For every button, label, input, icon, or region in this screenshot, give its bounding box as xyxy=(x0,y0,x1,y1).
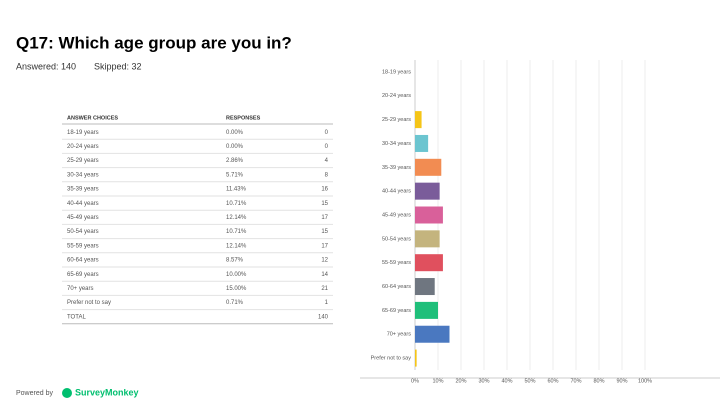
total-label: TOTAL xyxy=(67,314,86,320)
title: Q17: Which age group are you in? xyxy=(16,33,292,52)
bar xyxy=(415,349,417,367)
percent: 0.71% xyxy=(226,300,244,306)
x-tick-label: 20% xyxy=(455,378,466,384)
bar xyxy=(415,111,422,129)
x-tick-label: 50% xyxy=(524,378,535,384)
choice: 55-59 years xyxy=(67,243,99,249)
bar xyxy=(415,254,443,272)
percent: 12.14% xyxy=(226,243,247,249)
choice: 60-64 years xyxy=(67,258,99,264)
percent: 8.57% xyxy=(226,258,244,264)
y-tick-label: 45-49 years xyxy=(382,212,411,218)
x-tick-label: 40% xyxy=(501,378,512,384)
count: 8 xyxy=(325,172,329,178)
count: 16 xyxy=(321,187,328,193)
count: 0 xyxy=(325,144,329,150)
count: 17 xyxy=(321,215,328,221)
count: 15 xyxy=(321,201,328,207)
choice: 30-34 years xyxy=(67,172,99,178)
choice: 18-19 years xyxy=(67,130,99,136)
count: 1 xyxy=(325,300,329,306)
choice: 65-69 years xyxy=(67,272,99,278)
bar xyxy=(415,206,443,224)
column-header: RESPONSES xyxy=(226,115,261,121)
percent: 2.86% xyxy=(226,158,244,164)
x-tick-label: 100% xyxy=(638,378,652,384)
choice: 70+ years xyxy=(67,286,94,292)
percent: 10.71% xyxy=(226,229,247,235)
count: 14 xyxy=(321,272,328,278)
y-tick-label: 65-69 years xyxy=(382,308,411,314)
x-tick-label: 90% xyxy=(616,378,627,384)
bar xyxy=(415,158,442,176)
y-tick-label: 18-19 years xyxy=(382,69,411,75)
choice: 20-24 years xyxy=(67,144,99,150)
powered-by: Powered by xyxy=(16,390,53,397)
answered: Answered: 140 xyxy=(16,61,76,71)
bar xyxy=(415,301,438,319)
bar xyxy=(415,134,429,152)
choice: 40-44 years xyxy=(67,201,99,207)
count: 21 xyxy=(321,286,328,292)
x-tick-label: 70% xyxy=(570,378,581,384)
column-header: ANSWER CHOICES xyxy=(67,115,118,121)
count: 17 xyxy=(321,243,328,249)
x-tick-label: 10% xyxy=(432,378,443,384)
percent: 5.71% xyxy=(226,172,244,178)
percent: 10.00% xyxy=(226,272,247,278)
y-tick-label: 70+ years xyxy=(387,332,412,338)
x-tick-label: 80% xyxy=(593,378,604,384)
count: 0 xyxy=(325,130,329,136)
y-tick-label: 40-44 years xyxy=(382,189,411,195)
count: 4 xyxy=(325,158,329,164)
choice: 45-49 years xyxy=(67,215,99,221)
count: 12 xyxy=(321,258,328,264)
choice: 25-29 years xyxy=(67,158,99,164)
choice: Prefer not to say xyxy=(67,300,111,306)
y-tick-label: 55-59 years xyxy=(382,260,411,266)
bar xyxy=(415,278,435,296)
count: 15 xyxy=(321,229,328,235)
y-tick-label: Prefer not to say xyxy=(371,356,412,362)
y-tick-label: 25-29 years xyxy=(382,117,411,123)
x-tick-label: 0% xyxy=(411,378,419,384)
y-tick-label: 50-54 years xyxy=(382,236,411,242)
percent: 11.43% xyxy=(226,187,247,193)
brand: SurveyMonkey xyxy=(75,387,139,397)
percent: 10.71% xyxy=(226,201,247,207)
x-tick-label: 30% xyxy=(478,378,489,384)
bar xyxy=(415,182,440,200)
percent: 12.14% xyxy=(226,215,247,221)
bar xyxy=(415,230,440,248)
skipped: Skipped: 32 xyxy=(94,61,142,71)
percent: 15.00% xyxy=(226,286,247,292)
percent: 0.00% xyxy=(226,144,244,150)
bar xyxy=(415,325,450,343)
percent: 0.00% xyxy=(226,130,244,136)
choice: 50-54 years xyxy=(67,229,99,235)
y-tick-label: 35-39 years xyxy=(382,165,411,171)
total-count: 140 xyxy=(318,314,329,320)
y-tick-label: 60-64 years xyxy=(382,284,411,290)
y-tick-label: 20-24 years xyxy=(382,93,411,99)
logo-icon xyxy=(62,388,72,398)
x-tick-label: 60% xyxy=(547,378,558,384)
y-tick-label: 30-34 years xyxy=(382,141,411,147)
choice: 35-39 years xyxy=(67,187,99,193)
